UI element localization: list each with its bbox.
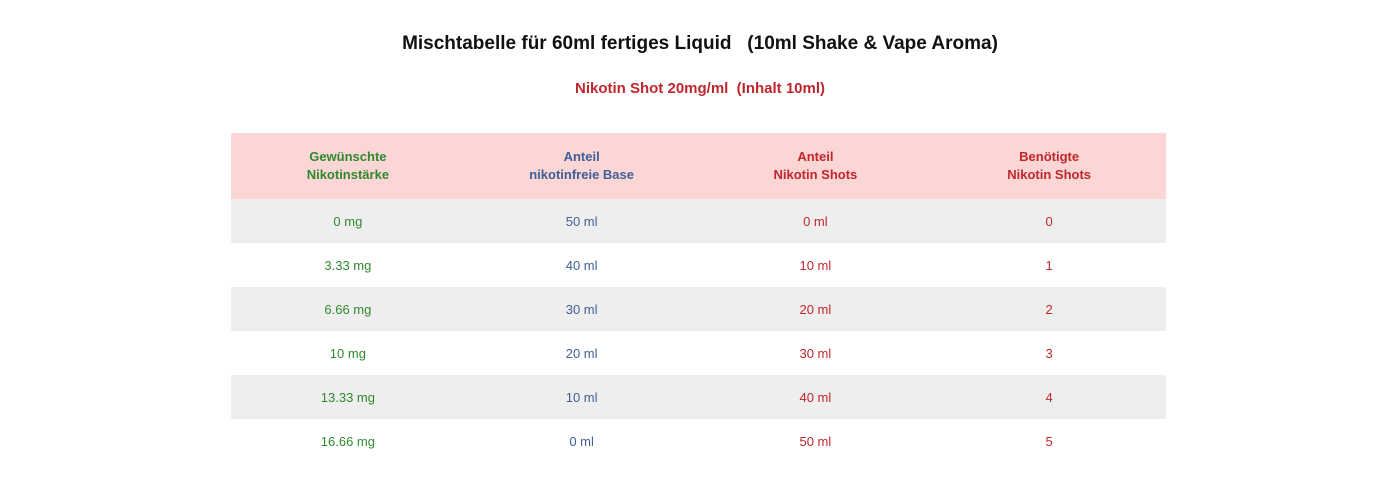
shot-count-cell: 2 — [932, 287, 1166, 331]
header-shots-needed: Benötigte Nikotin Shots — [932, 133, 1166, 199]
mixing-table: Gewünschte Nikotinstärke Anteil nikotinfre… — [231, 133, 1166, 463]
shot-ml-cell: 40 ml — [698, 375, 933, 419]
table-row: 0 mg 50 ml 0 ml 0 — [231, 199, 1166, 243]
strength-cell: 3.33 mg — [324, 257, 372, 273]
table-row: 6.66 mg 30 ml 20 ml 2 — [231, 287, 1166, 331]
shot-count-cell: 5 — [1045, 433, 1053, 449]
shot-ml-cell: 0 ml — [698, 199, 933, 243]
header-base-share: Anteil nikotinfreie Base — [464, 133, 699, 199]
shot-count-cell: 4 — [932, 375, 1166, 419]
strength-cell: 0 mg — [231, 199, 465, 243]
base-cell: 20 ml — [565, 345, 598, 361]
header-line: Nikotin Shots — [1007, 167, 1092, 182]
shot-count-cell: 0 — [932, 199, 1166, 243]
shot-ml-cell: 30 ml — [799, 345, 832, 361]
header-line: Anteil — [563, 149, 600, 164]
shot-ml-cell: 10 ml — [799, 257, 832, 273]
shot-ml-cell: 20 ml — [698, 287, 933, 331]
header-line: Nikotin Shots — [773, 167, 858, 182]
base-cell: 30 ml — [464, 287, 699, 331]
base-cell: 40 ml — [565, 257, 598, 273]
table-row: 13.33 mg 10 ml 40 ml 4 — [231, 375, 1166, 419]
table-row: 10 mg 20 ml 30 ml 3 — [231, 331, 1166, 375]
page-title: Mischtabelle für 60ml fertiges Liquid (1… — [402, 33, 998, 54]
shot-count-cell: 1 — [1045, 257, 1053, 273]
strength-cell: 10 mg — [329, 345, 366, 361]
table-header-row: Gewünschte Nikotinstärke Anteil nikotinfre… — [231, 133, 1166, 199]
header-line: nikotinfreie Base — [529, 167, 634, 182]
table-row: 3.33 mg 40 ml 10 ml 1 — [231, 243, 1166, 287]
strength-cell: 16.66 mg — [320, 433, 375, 449]
base-cell: 0 ml — [569, 433, 594, 449]
header-line: Anteil — [797, 149, 834, 164]
shot-count-cell: 3 — [1045, 345, 1053, 361]
shot-ml-cell: 50 ml — [799, 433, 832, 449]
table-row: 16.66 mg 0 ml 50 ml 5 — [231, 419, 1166, 463]
header-line: Gewünschte — [309, 149, 387, 164]
base-cell: 10 ml — [464, 375, 699, 419]
header-desired-strength: Gewünschte Nikotinstärke — [231, 133, 465, 199]
base-cell: 50 ml — [464, 199, 699, 243]
header-line: Nikotinstärke — [306, 167, 390, 182]
strength-cell: 13.33 mg — [231, 375, 465, 419]
header-shot-share: Anteil Nikotin Shots — [698, 133, 933, 199]
page-subtitle: Nikotin Shot 20mg/ml (Inhalt 10ml) — [574, 80, 826, 97]
strength-cell: 6.66 mg — [231, 287, 465, 331]
header-line: Benötigte — [1019, 149, 1080, 164]
